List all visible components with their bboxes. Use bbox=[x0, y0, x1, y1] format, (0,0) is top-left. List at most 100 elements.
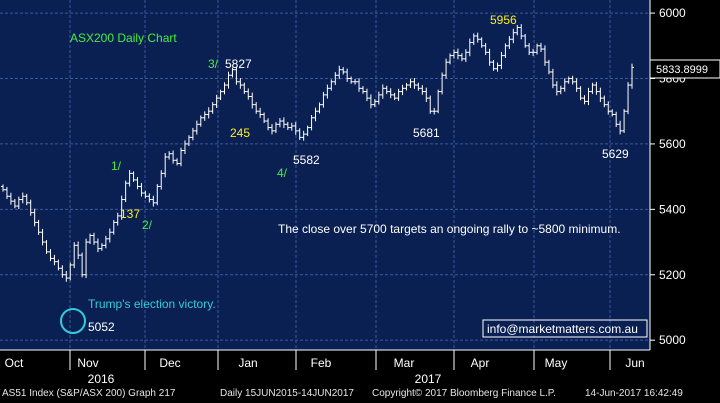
price-bar bbox=[444, 58, 449, 79]
price-bar bbox=[155, 184, 160, 206]
price-bar bbox=[388, 88, 393, 99]
price-bar bbox=[483, 43, 488, 56]
price-bar bbox=[463, 49, 468, 63]
x-axis: Oct Nov Dec Jan Feb Mar Apr May Jun 2016 2017 bbox=[0, 349, 650, 385]
price-bar bbox=[210, 102, 215, 114]
price-bar bbox=[305, 125, 310, 137]
election-circle bbox=[60, 308, 86, 334]
price-bar bbox=[24, 193, 29, 206]
price-bar bbox=[95, 238, 100, 253]
price-bar bbox=[550, 68, 555, 89]
price-bar bbox=[475, 32, 480, 43]
price-bar bbox=[626, 82, 631, 115]
price-bar bbox=[44, 240, 49, 254]
price-bar bbox=[12, 199, 17, 209]
price-bar bbox=[542, 45, 547, 66]
annotation-label: The close over 5700 targets an ongoing r… bbox=[278, 222, 621, 236]
price-bar bbox=[523, 34, 528, 48]
price-bar bbox=[163, 153, 168, 178]
year-label: 2017 bbox=[415, 372, 442, 385]
annotation-label: 2/ bbox=[142, 218, 153, 232]
price-bar bbox=[582, 95, 587, 105]
price-bar bbox=[281, 117, 286, 129]
price-bar bbox=[337, 65, 342, 80]
price-bar bbox=[392, 92, 397, 101]
price-bar bbox=[360, 86, 365, 94]
price-bar bbox=[20, 192, 25, 204]
price-bar bbox=[539, 42, 544, 53]
price-bar bbox=[230, 67, 235, 78]
price-bar bbox=[297, 128, 302, 140]
price-bar bbox=[610, 109, 615, 117]
x-tick-label: Jan bbox=[238, 356, 257, 370]
price-bar bbox=[511, 28, 516, 44]
price-bar bbox=[578, 86, 583, 101]
price-bar bbox=[52, 254, 57, 266]
y-tick-label: 5000 bbox=[659, 333, 686, 347]
price-bar bbox=[622, 109, 627, 133]
price-bar bbox=[570, 75, 575, 85]
price-bar bbox=[238, 78, 243, 89]
price-bar bbox=[72, 242, 77, 269]
price-bar bbox=[594, 81, 599, 95]
price-bar bbox=[186, 135, 191, 147]
price-bar bbox=[527, 43, 532, 56]
price-bar bbox=[254, 102, 259, 114]
y-tick-label: 5600 bbox=[659, 137, 686, 151]
price-bar bbox=[222, 82, 227, 95]
price-bar bbox=[531, 48, 536, 56]
price-bar bbox=[467, 38, 472, 57]
price-bar bbox=[159, 170, 164, 190]
price-bar bbox=[519, 24, 524, 40]
price-bar bbox=[630, 63, 634, 89]
price-bar bbox=[333, 72, 338, 85]
price-bar bbox=[440, 72, 445, 95]
price-bar bbox=[590, 82, 595, 94]
price-bar bbox=[167, 151, 172, 160]
annotation-label: info@marketmatters.com.au bbox=[487, 322, 638, 336]
price-bar bbox=[273, 122, 278, 133]
annotation-label: 4/ bbox=[277, 166, 288, 180]
price-bar bbox=[60, 265, 65, 278]
price-bar bbox=[424, 87, 429, 103]
price-bar bbox=[349, 76, 354, 84]
price-bar bbox=[515, 24, 520, 36]
price-bar bbox=[270, 124, 275, 135]
price-bar bbox=[507, 36, 512, 49]
price-bar bbox=[479, 37, 484, 48]
price-bar bbox=[317, 102, 322, 114]
price-bar bbox=[499, 51, 504, 70]
price-bar bbox=[293, 122, 298, 135]
annotation-label: Trump's election victory. bbox=[88, 297, 216, 311]
x-tick-label: Oct bbox=[5, 356, 24, 370]
price-bar bbox=[380, 84, 385, 99]
price-bar bbox=[404, 82, 409, 91]
annotation-label: 5827 bbox=[225, 57, 252, 71]
email-box bbox=[482, 319, 648, 338]
price-bar bbox=[91, 232, 96, 245]
price-bar bbox=[546, 59, 551, 75]
price-bar bbox=[451, 49, 456, 59]
x-tick-label: Nov bbox=[77, 356, 98, 370]
price-bar bbox=[459, 53, 464, 62]
price-bar bbox=[412, 78, 417, 89]
price-bar bbox=[345, 68, 350, 82]
footer-timestamp: 14-Jun-2017 16:42:49 bbox=[585, 388, 683, 399]
price-bar bbox=[246, 88, 251, 100]
annotation-label: 5582 bbox=[293, 153, 320, 167]
price-bar bbox=[558, 85, 563, 95]
price-bar bbox=[4, 186, 9, 200]
price-bar bbox=[266, 118, 271, 131]
price-bar bbox=[329, 79, 334, 91]
price-bar bbox=[56, 259, 61, 271]
price-bar bbox=[80, 252, 85, 278]
price-bar bbox=[420, 85, 425, 95]
price-bar bbox=[309, 115, 314, 131]
price-bar bbox=[76, 241, 81, 260]
price-bar bbox=[448, 53, 453, 65]
price-bar bbox=[364, 88, 369, 102]
price-bar bbox=[602, 95, 607, 108]
price-bar bbox=[416, 82, 421, 91]
price-bar bbox=[376, 91, 381, 105]
